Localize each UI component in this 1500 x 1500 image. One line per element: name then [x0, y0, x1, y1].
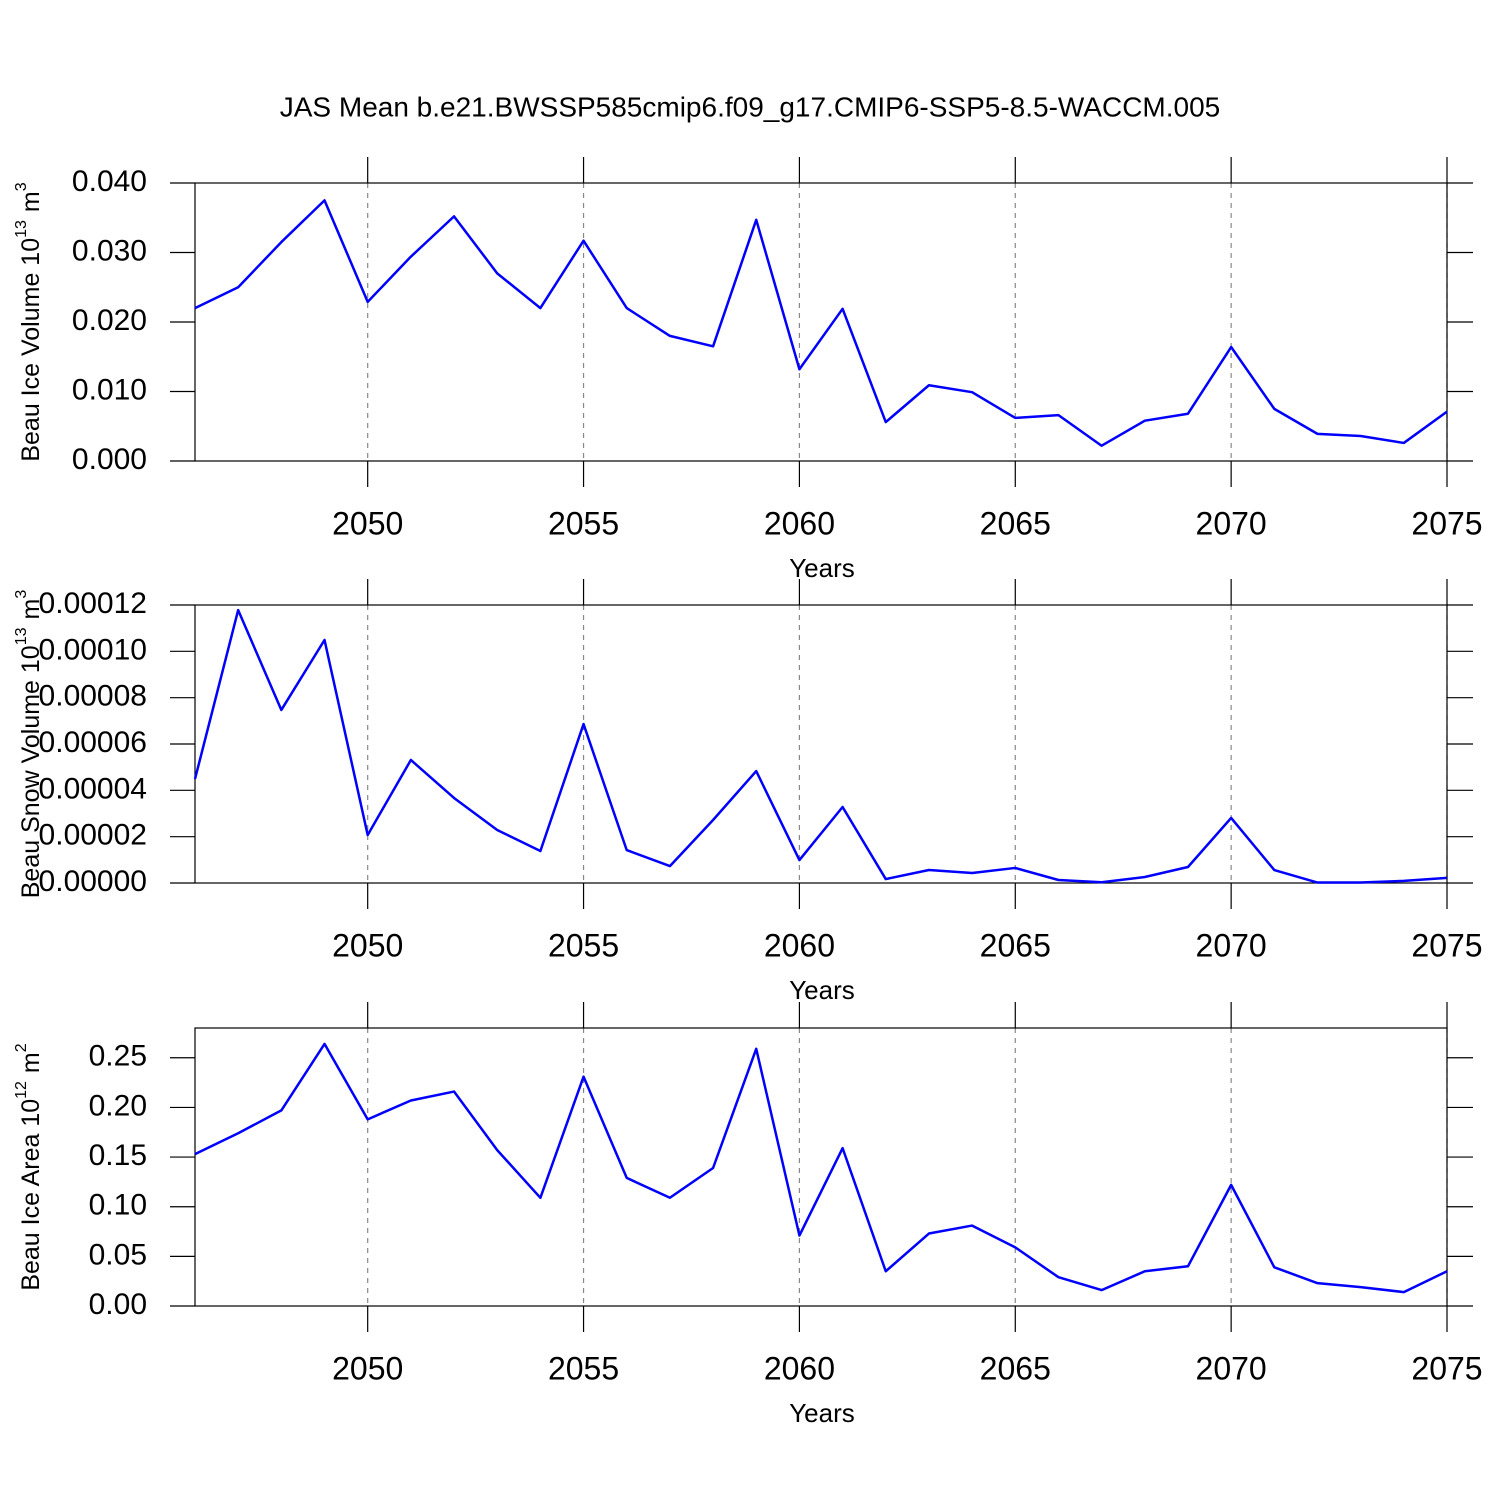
- y-tick-label: 0.010: [72, 373, 147, 406]
- y-label-exp: 13: [13, 627, 30, 645]
- x-tick-label: 2050: [332, 505, 403, 541]
- x-tick-label: 2075: [1411, 927, 1482, 963]
- y-tick-label: 0.00012: [39, 587, 147, 620]
- y-label-unit-exp: 2: [13, 1043, 30, 1052]
- y-label-text: Beau Ice Volume 10: [17, 238, 45, 462]
- x-tick-label: 2060: [764, 927, 835, 963]
- y-tick-label: 0.00: [89, 1288, 147, 1321]
- y-tick-label: 0.030: [72, 234, 147, 267]
- y-tick-label: 0.20: [89, 1089, 147, 1122]
- data-line: [194, 1042, 1448, 1294]
- plot-frame: [194, 604, 1448, 884]
- x-tick-label: 2050: [332, 927, 403, 963]
- y-label-unit: m: [17, 191, 45, 212]
- y-tick-label: 0.05: [89, 1238, 147, 1271]
- plot-frame: [194, 1027, 1448, 1307]
- y-axis-title: Beau Ice Area 1012 m2: [13, 1043, 44, 1290]
- y-tick-label: 0.020: [72, 304, 147, 337]
- y-label-unit: m: [17, 1052, 45, 1073]
- y-axis-title: Beau Snow Volume 1013 m3: [13, 590, 44, 899]
- y-tick-label: 0.25: [89, 1040, 147, 1073]
- y-tick-label: 0.15: [89, 1139, 147, 1172]
- x-tick-label: 2055: [548, 927, 619, 963]
- y-label-exp: 13: [13, 220, 30, 238]
- x-axis-title: Years: [789, 1398, 855, 1428]
- x-tick-label: 2065: [980, 927, 1051, 963]
- y-label-text: Beau Ice Area 10: [17, 1099, 45, 1291]
- data-line: [193, 608, 1448, 884]
- x-axis-title: Years: [789, 975, 855, 1005]
- y-tick-label: 0.10: [89, 1189, 147, 1222]
- y-tick-label: 0.00004: [39, 772, 147, 805]
- x-tick-label: 2070: [1196, 927, 1267, 963]
- y-tick-label: 0.00002: [39, 819, 147, 852]
- x-tick-label: 2055: [548, 505, 619, 541]
- x-tick-label: 2065: [980, 1350, 1051, 1386]
- y-tick-label: 0.00006: [39, 726, 147, 759]
- y-tick-label: 0.00010: [39, 633, 147, 666]
- data-line: [194, 199, 1448, 447]
- y-label-unit: m: [17, 599, 45, 620]
- x-tick-label: 2070: [1196, 1350, 1267, 1386]
- y-tick-label: 0.00008: [39, 680, 147, 713]
- x-tick-label: 2070: [1196, 505, 1267, 541]
- y-tick-label: 0.000: [72, 443, 147, 476]
- y-axis-title: Beau Ice Volume 1013 m3: [13, 182, 44, 461]
- y-label-unit-exp: 3: [13, 182, 30, 191]
- x-tick-label: 2060: [764, 1350, 835, 1386]
- x-tick-label: 2050: [332, 1350, 403, 1386]
- x-tick-label: 2060: [764, 505, 835, 541]
- x-axis-title: Years: [789, 553, 855, 583]
- y-tick-label: 0.00000: [39, 865, 147, 898]
- y-label-exp: 12: [13, 1081, 30, 1099]
- x-tick-label: 2075: [1411, 1350, 1482, 1386]
- x-tick-label: 2075: [1411, 505, 1482, 541]
- plot-frame: [194, 182, 1448, 462]
- y-tick-label: 0.040: [72, 165, 147, 198]
- x-tick-label: 2065: [980, 505, 1051, 541]
- chart-title: JAS Mean b.e21.BWSSP585cmip6.f09_g17.CMI…: [280, 91, 1221, 122]
- y-label-text: Beau Snow Volume 10: [17, 645, 45, 898]
- x-tick-label: 2055: [548, 1350, 619, 1386]
- y-label-unit-exp: 3: [13, 590, 30, 599]
